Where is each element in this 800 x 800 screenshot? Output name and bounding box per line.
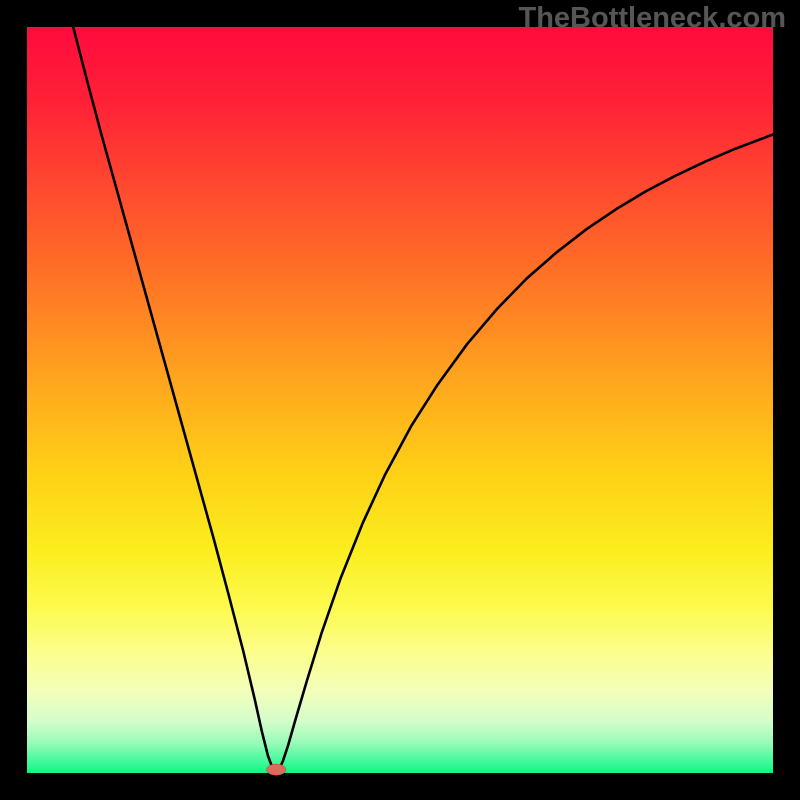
curve-layer: [0, 0, 800, 800]
bottleneck-curve: [73, 27, 773, 772]
optimal-point-marker: [266, 764, 285, 775]
chart-frame: TheBottleneck.com: [0, 0, 800, 800]
watermark-text: TheBottleneck.com: [519, 2, 787, 35]
